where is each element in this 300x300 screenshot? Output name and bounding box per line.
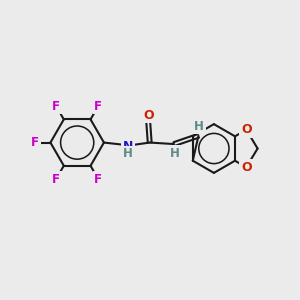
Text: H: H	[123, 147, 133, 161]
Text: F: F	[52, 172, 60, 186]
Text: H: H	[194, 120, 204, 133]
Text: F: F	[31, 136, 39, 149]
Text: O: O	[143, 109, 154, 122]
Text: H: H	[170, 147, 180, 160]
Text: F: F	[94, 172, 102, 186]
Text: F: F	[52, 100, 60, 112]
Text: O: O	[241, 161, 252, 174]
Text: N: N	[123, 140, 134, 153]
Text: F: F	[94, 100, 102, 112]
Text: O: O	[241, 123, 252, 136]
